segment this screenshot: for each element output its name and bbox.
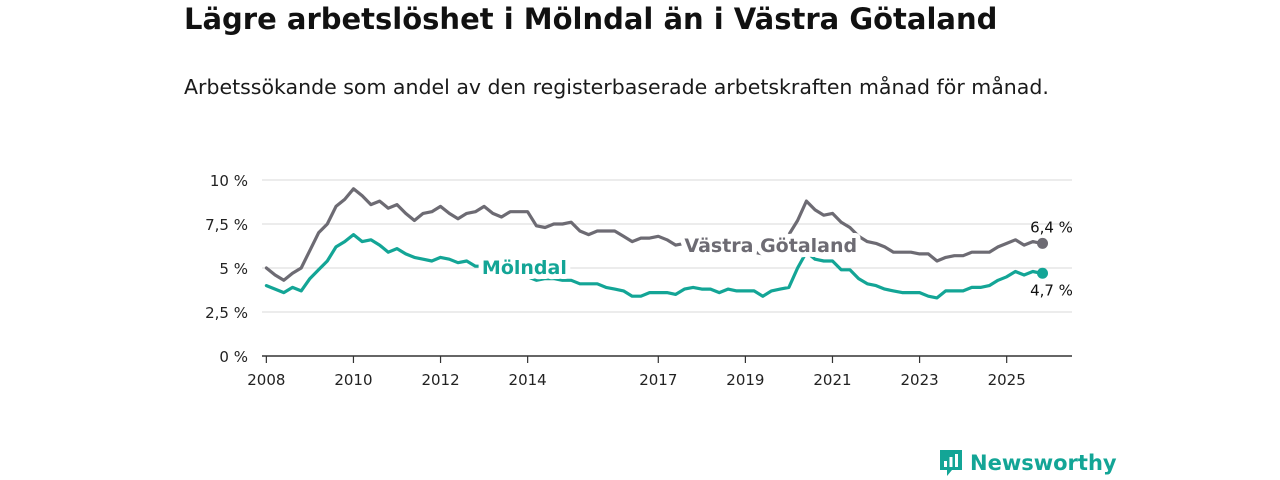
x-tick-label: 2010	[334, 371, 372, 389]
x-tick-label: 2023	[900, 371, 938, 389]
y-tick-label: 5 %	[219, 260, 248, 278]
x-tick-label: 2012	[421, 371, 459, 389]
y-tick-label: 0 %	[219, 348, 248, 366]
y-tick-label: 2,5 %	[205, 304, 248, 322]
y-axis-ticks: 0 % 2,5 % 5 % 7,5 % 10 %	[205, 172, 248, 366]
end-marker-vastra-gotaland	[1037, 237, 1049, 249]
x-axis-ticks: 2008 2010 2012 2014 2017 2019 2021 2023 2025	[247, 356, 1026, 389]
gridlines	[262, 179, 1072, 357]
x-tick-label: 2014	[509, 371, 547, 389]
series-labels: 6,4 % 4,7 % Västra Götaland Mölndal	[477, 218, 1073, 299]
end-label-vastra-gotaland: 6,4 %	[1030, 218, 1073, 236]
series-label-molndal: Mölndal	[482, 257, 567, 279]
series-label-vastra-gotaland: Västra Götaland	[684, 235, 857, 257]
y-tick-label: 10 %	[210, 172, 248, 190]
chart-subtitle: Arbetssökande som andel av den registerb…	[184, 75, 1049, 99]
series-lines	[264, 187, 1049, 300]
brand-name: Newsworthy	[970, 451, 1117, 475]
newsworthy-logo-icon	[940, 450, 962, 476]
x-tick-label: 2021	[813, 371, 851, 389]
y-tick-label: 7,5 %	[205, 216, 248, 234]
x-tick-label: 2025	[988, 371, 1026, 389]
chart-title: Lägre arbetslöshet i Mölndal än i Västra…	[184, 2, 998, 36]
end-label-molndal: 4,7 %	[1030, 281, 1073, 299]
x-tick-label: 2019	[726, 371, 764, 389]
x-tick-label: 2008	[247, 371, 285, 389]
x-tick-label: 2017	[639, 371, 677, 389]
series-line-vastra-gotaland	[264, 187, 1044, 282]
end-marker-molndal	[1037, 267, 1049, 279]
brand-logo: Newsworthy	[938, 448, 1117, 478]
series-line-molndal	[264, 233, 1044, 300]
